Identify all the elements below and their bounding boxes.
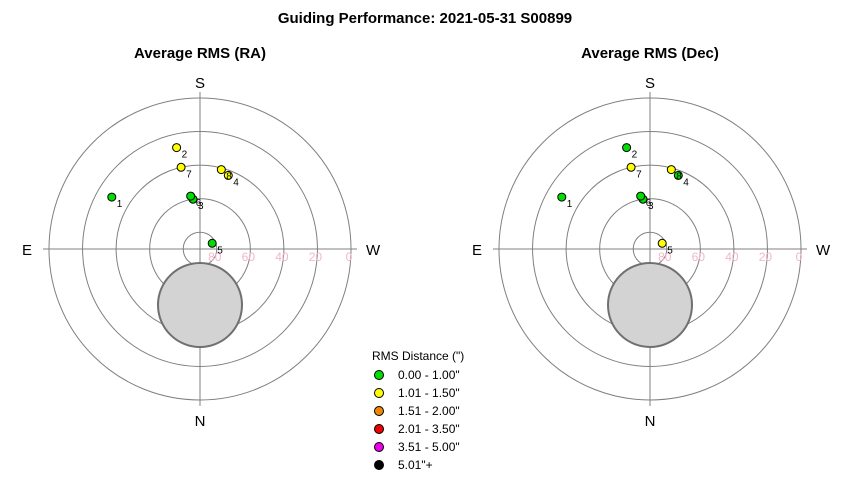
legend-swatch [374, 406, 384, 416]
data-point [657, 238, 667, 248]
data-point [636, 191, 646, 201]
data-point-label: 3 [198, 201, 204, 212]
data-point [557, 192, 567, 202]
data-point [673, 170, 683, 180]
direction-label-left: E [472, 242, 482, 259]
legend-label: 1.01 - 1.50" [398, 386, 460, 400]
legend-item: 1.51 - 2.00" [372, 402, 464, 420]
panel-title-dec: Average RMS (Dec) [581, 45, 719, 62]
legend-label: 3.51 - 5.00" [398, 440, 460, 454]
data-point [186, 191, 196, 201]
data-point [216, 165, 226, 175]
legend: RMS Distance (") 0.00 - 1.00" 1.01 - 1.5… [372, 349, 464, 474]
data-point-label: 8 [676, 172, 682, 183]
data-point-label: 7 [186, 169, 192, 180]
obstruction-disc [607, 262, 693, 348]
legend-label: 0.00 - 1.00" [398, 368, 460, 382]
direction-label-right: W [816, 242, 831, 259]
legend-item: 0.00 - 1.00" [372, 366, 464, 384]
data-point-label: 2 [182, 150, 188, 161]
data-point-label: 7 [636, 169, 642, 180]
data-point [176, 162, 186, 172]
altitude-tick-label: 80 [658, 250, 672, 264]
altitude-tick-label: 40 [725, 250, 739, 264]
direction-label-bottom: N [195, 413, 206, 430]
altitude-tick-label: 0 [346, 250, 353, 264]
data-point [172, 143, 182, 153]
data-point-label: 5 [217, 245, 223, 256]
chart-main-title: Guiding Performance: 2021-05-31 S00899 [277, 10, 573, 27]
direction-label-bottom: N [645, 413, 656, 430]
data-point-label: 1 [567, 199, 573, 210]
data-point-label: 2 [632, 150, 638, 161]
data-point-label: 4 [683, 177, 689, 188]
altitude-tick-label: 60 [692, 250, 706, 264]
data-point-label: 1 [117, 199, 123, 210]
direction-label-top: S [195, 75, 205, 92]
data-point [666, 165, 676, 175]
legend-label: 5.01"+ [398, 458, 433, 472]
altitude-tick-label: 20 [309, 250, 323, 264]
data-point-label: 4 [233, 177, 239, 188]
data-point-label: 6 [646, 198, 652, 209]
altitude-tick-label: 40 [275, 250, 289, 264]
data-point-label: 5 [667, 245, 673, 256]
direction-label-top: S [645, 75, 655, 92]
obstruction-disc [157, 262, 243, 348]
data-point-label: 6 [196, 198, 202, 209]
direction-label-right: W [366, 242, 381, 259]
data-point [622, 143, 632, 153]
legend-item: 3.51 - 5.00" [372, 438, 464, 456]
data-point [223, 170, 233, 180]
altitude-tick-label: 60 [242, 250, 256, 264]
legend-label: 2.01 - 3.50" [398, 422, 460, 436]
legend-swatch [374, 424, 384, 434]
legend-swatch [374, 370, 384, 380]
data-point [107, 192, 117, 202]
legend-title: RMS Distance (") [372, 349, 465, 363]
legend-item: 1.01 - 1.50" [372, 384, 464, 402]
legend-label: 1.51 - 2.00" [398, 404, 460, 418]
legend-item: 2.01 - 3.50" [372, 420, 464, 438]
data-point-label: 3 [648, 201, 654, 212]
legend-swatch [374, 388, 384, 398]
legend-item: 5.01"+ [372, 456, 464, 474]
panel-title-ra: Average RMS (RA) [134, 45, 266, 62]
altitude-tick-label: 0 [796, 250, 803, 264]
direction-label-left: E [22, 242, 32, 259]
altitude-tick-label: 80 [208, 250, 222, 264]
data-point [207, 238, 217, 248]
data-point-label: 8 [226, 172, 232, 183]
legend-swatch [374, 442, 384, 452]
altitude-tick-label: 20 [759, 250, 773, 264]
data-point [626, 162, 636, 172]
legend-swatch [374, 460, 384, 470]
